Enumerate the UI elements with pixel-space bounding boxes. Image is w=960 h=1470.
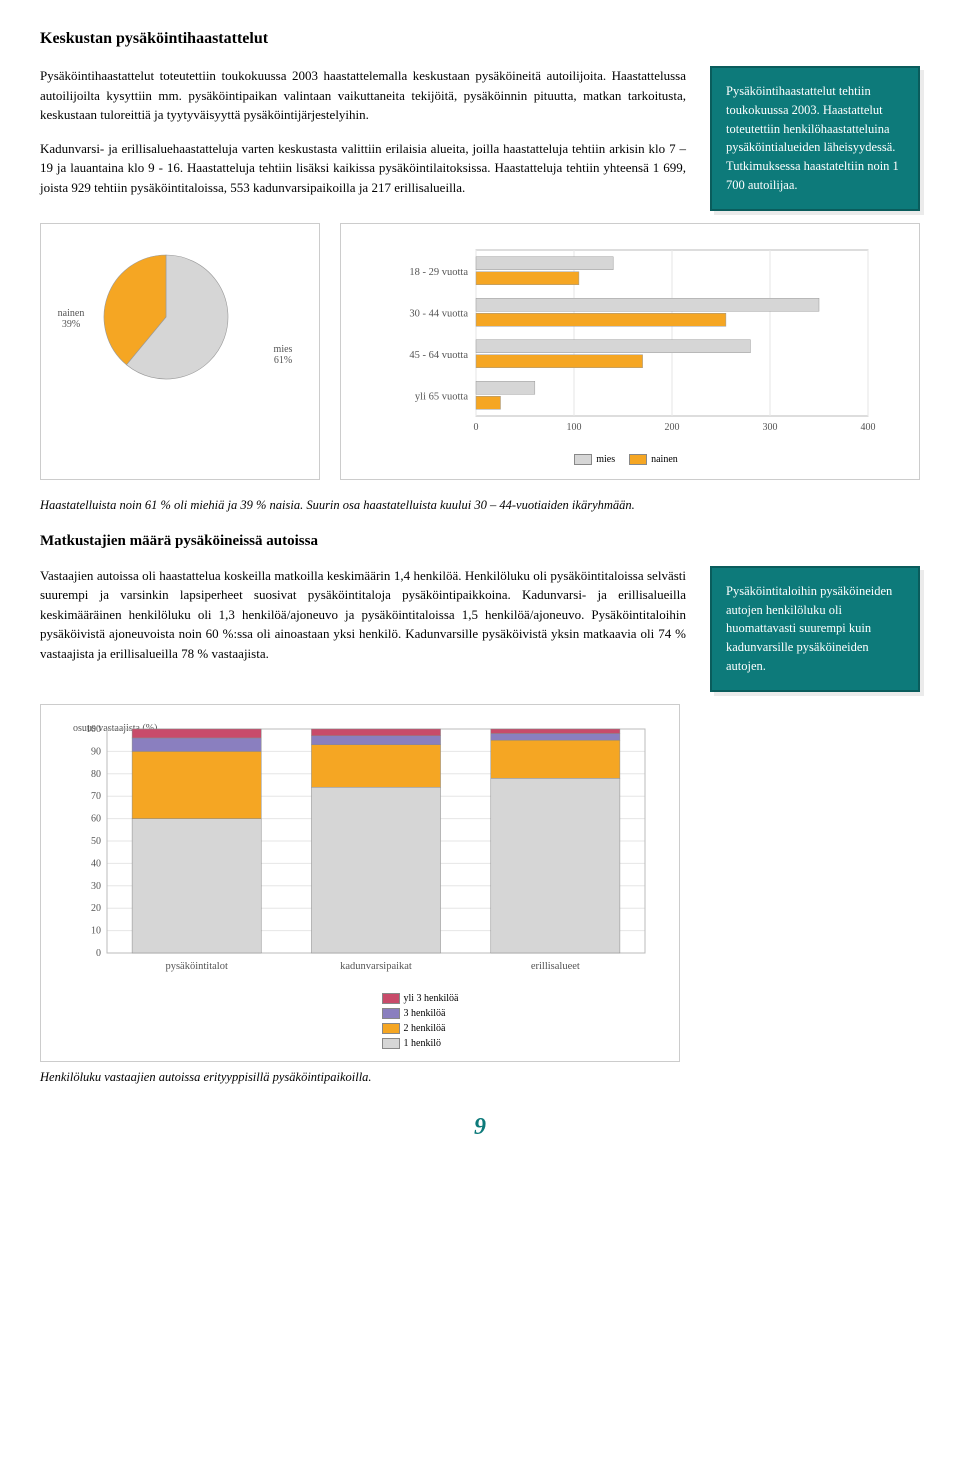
pie-svg xyxy=(91,242,241,392)
svg-text:200: 200 xyxy=(665,422,680,433)
svg-text:10: 10 xyxy=(91,925,101,936)
stacked-svg: osuus vastaajista (%)0102030405060708090… xyxy=(59,721,659,981)
svg-text:60: 60 xyxy=(91,813,101,824)
pie-label-mies: mies61% xyxy=(263,344,303,366)
intro-paragraph-2: Kadunvarsi- ja erillisaluehaastatteluja … xyxy=(40,139,686,198)
passenger-paragraph: Vastaajien autoissa oli haastattelua kos… xyxy=(40,566,686,664)
svg-text:30: 30 xyxy=(91,880,101,891)
svg-text:80: 80 xyxy=(91,768,101,779)
page-title: Keskustan pysäköintihaastattelut xyxy=(40,30,920,48)
svg-text:kadunvarsipaikat: kadunvarsipaikat xyxy=(340,961,412,972)
gender-pie-chart: nainen39% mies61% xyxy=(40,223,320,480)
legend-swatch-nainen xyxy=(629,454,647,465)
legend-item-h2: 2 henkilöä xyxy=(382,1023,459,1034)
legend-label-mies: mies xyxy=(596,454,615,465)
intro-paragraph-1: Pysäköintihaastattelut toteutettiin touk… xyxy=(40,66,686,125)
svg-text:18 - 29 vuotta: 18 - 29 vuotta xyxy=(409,267,468,278)
svg-text:pysäköintitalot: pysäköintitalot xyxy=(165,961,227,972)
age-bar-legend: mies nainen xyxy=(351,454,901,465)
caption-stacked: Henkilöluku vastaajien autoissa erityypp… xyxy=(40,1068,920,1087)
caption-charts: Haastatelluista noin 61 % oli miehiä ja … xyxy=(40,496,920,515)
svg-text:20: 20 xyxy=(91,903,101,914)
svg-text:0: 0 xyxy=(474,422,479,433)
svg-text:erillisalueet: erillisalueet xyxy=(531,961,580,972)
svg-text:yli 65 vuotta: yli 65 vuotta xyxy=(415,391,468,402)
svg-text:45 - 64 vuotta: 45 - 64 vuotta xyxy=(409,350,468,361)
age-bar-svg: 0 100 200 300 400 18 - 29 vuotta 30 - 44 vuott… xyxy=(351,242,901,442)
svg-text:30 - 44 vuotta: 30 - 44 vuotta xyxy=(409,308,468,319)
intro-row: Pysäköintihaastattelut toteutettiin touk… xyxy=(40,66,920,211)
sidebar-note-1: Pysäköintihaastattelut tehtiin toukokuus… xyxy=(710,66,920,211)
subheading-passenger-count: Matkustajien määrä pysäköineissä autoiss… xyxy=(40,533,920,550)
svg-text:300: 300 xyxy=(763,422,778,433)
passenger-stacked-chart: osuus vastaajista (%)0102030405060708090… xyxy=(40,704,680,1062)
pie-label-nainen: nainen39% xyxy=(51,308,91,330)
legend-item-h3: 3 henkilöä xyxy=(382,1008,459,1019)
sidebar-note-2: Pysäköintitaloihin pysäköineiden autojen… xyxy=(710,566,920,692)
svg-text:70: 70 xyxy=(91,791,101,802)
svg-text:100: 100 xyxy=(567,422,582,433)
svg-text:40: 40 xyxy=(91,858,101,869)
legend-swatch-mies xyxy=(574,454,592,465)
page-number: 9 xyxy=(40,1114,920,1141)
svg-text:400: 400 xyxy=(861,422,876,433)
legend-item-h4: yli 3 henkilöä xyxy=(382,993,459,1004)
svg-text:90: 90 xyxy=(91,746,101,757)
svg-text:0: 0 xyxy=(96,948,101,959)
svg-text:100: 100 xyxy=(86,724,101,735)
age-bar-chart: 0 100 200 300 400 18 - 29 vuotta 30 - 44 vuott… xyxy=(340,223,920,480)
passenger-row: Vastaajien autoissa oli haastattelua kos… xyxy=(40,566,920,692)
stacked-legend: yli 3 henkilöä 3 henkilöä 2 henkilöä 1 henk… xyxy=(179,993,661,1049)
legend-item-h1: 1 henkilö xyxy=(382,1038,459,1049)
svg-text:50: 50 xyxy=(91,836,101,847)
charts-row: nainen39% mies61% 0 100 200 300 400 18 - 29 v… xyxy=(40,223,920,480)
legend-label-nainen: nainen xyxy=(651,454,678,465)
